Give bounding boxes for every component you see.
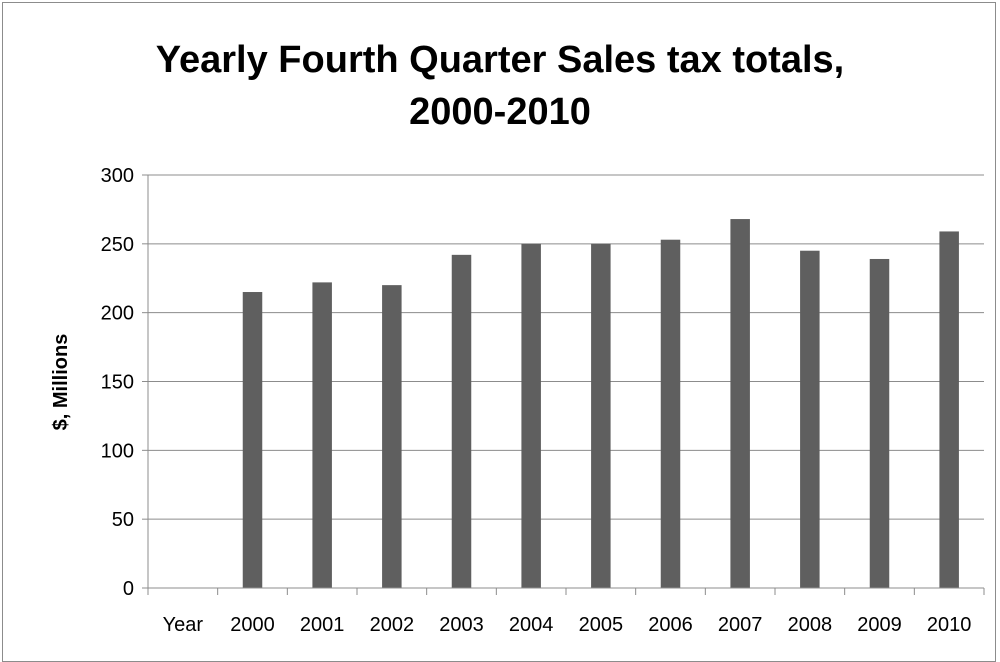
bar-2000 <box>242 292 263 588</box>
y-tick-label: 300 <box>101 165 134 187</box>
x-category-label: 2009 <box>857 614 902 636</box>
bar-2006 <box>660 239 681 588</box>
y-tick-labels: 0 50 100 150 200 250 300 <box>101 165 134 600</box>
y-tick-label: 50 <box>112 509 134 531</box>
x-category-label: 2008 <box>788 614 833 636</box>
bar-2007 <box>730 219 750 588</box>
x-category-label: 2001 <box>300 614 345 636</box>
chart-title: Yearly Fourth Quarter Sales tax totals, … <box>0 34 1000 138</box>
bar-2010 <box>939 231 959 588</box>
bar-2002 <box>382 285 402 588</box>
x-category-label: 2002 <box>370 614 415 636</box>
y-tick-label: 0 <box>123 578 134 600</box>
x-category-label: Year <box>163 614 204 636</box>
y-tick-label: 150 <box>101 372 134 394</box>
y-axis-label: $, Millions <box>50 334 72 431</box>
y-tick-label: 100 <box>101 440 134 462</box>
bar-2004 <box>521 243 541 589</box>
gridlines <box>148 174 984 520</box>
x-category-label: 2010 <box>927 614 972 636</box>
bar-2008 <box>800 250 820 588</box>
chart-title-line-2: 2000-2010 <box>409 91 591 133</box>
x-category-label: 2007 <box>718 614 763 636</box>
x-category-label: 2000 <box>230 614 275 636</box>
x-category-label: 2003 <box>439 614 484 636</box>
bar-2001 <box>312 282 332 588</box>
bar-2005 <box>591 243 611 589</box>
axes <box>142 174 985 595</box>
x-category-labels: Year 2000 2001 2002 2003 2004 2005 2006 2007 2008… <box>163 614 972 636</box>
chart-title-line-1: Yearly Fourth Quarter Sales tax totals, <box>155 39 845 81</box>
bars <box>242 219 959 589</box>
x-category-label: 2004 <box>509 614 554 636</box>
y-tick-label: 200 <box>101 303 134 325</box>
y-tick-label: 250 <box>101 234 134 256</box>
x-category-label: 2005 <box>579 614 624 636</box>
x-category-label: 2006 <box>648 614 693 636</box>
bar-2009 <box>869 258 890 588</box>
bar-2003 <box>451 254 472 588</box>
